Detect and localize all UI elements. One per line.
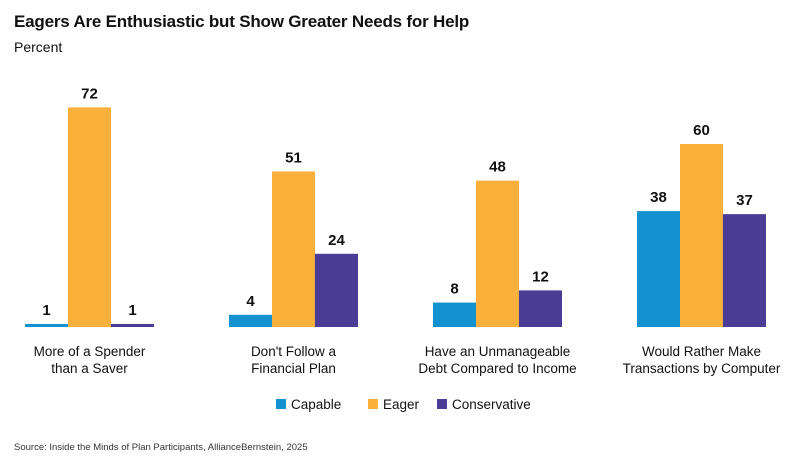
legend-label-conservative: Conservative: [452, 397, 531, 412]
data-label-conservative-1: 1: [128, 302, 136, 319]
data-label-eager-1: 72: [81, 85, 98, 102]
data-label-eager-3: 48: [489, 159, 506, 176]
bar-eager-4: [680, 144, 723, 327]
data-label-capable-4: 38: [650, 189, 667, 206]
data-label-conservative-4: 37: [736, 192, 753, 209]
bar-eager-2: [272, 171, 315, 327]
category-label-3-line-1: Have an Unmanageable: [425, 344, 571, 359]
bar-capable-3: [433, 302, 476, 327]
legend-swatch-capable: [276, 399, 286, 409]
category-label-3-line-2: Debt Compared to Income: [418, 361, 576, 376]
data-label-capable-2: 4: [246, 293, 255, 310]
data-label-eager-4: 60: [693, 122, 710, 139]
chart-subtitle: Percent: [14, 39, 63, 55]
data-label-eager-2: 51: [285, 149, 302, 166]
bar-conservative-2: [315, 253, 358, 327]
bar-conservative-4: [723, 214, 766, 327]
bar-conservative-3: [519, 290, 562, 327]
chart-title: Eagers Are Enthusiastic but Show Greater…: [14, 12, 470, 31]
category-label-2-line-1: Don't Follow a: [251, 344, 337, 359]
data-label-capable-1: 1: [42, 302, 50, 319]
category-label-1-line-2: than a Saver: [51, 361, 128, 376]
category-label-1-line-1: More of a Spender: [34, 344, 146, 359]
bar-conservative-1: [111, 323, 154, 327]
bar-capable-2: [229, 314, 272, 327]
legend-swatch-eager: [368, 399, 378, 409]
bar-eager-3: [476, 180, 519, 327]
data-label-conservative-2: 24: [328, 232, 345, 249]
bar-capable-1: [25, 323, 68, 327]
category-label-4-line-2: Transactions by Computer: [623, 361, 781, 376]
data-label-capable-3: 8: [450, 281, 458, 298]
category-label-4-line-1: Would Rather Make: [642, 344, 761, 359]
bar-eager-1: [68, 107, 111, 328]
legend-label-capable: Capable: [291, 397, 341, 412]
source-note: Source: Inside the Minds of Plan Partici…: [14, 442, 308, 453]
category-label-2-line-2: Financial Plan: [251, 361, 336, 376]
bar-capable-4: [637, 211, 680, 327]
legend-label-eager: Eager: [383, 397, 420, 412]
data-label-conservative-3: 12: [532, 268, 549, 285]
legend-swatch-conservative: [437, 399, 447, 409]
